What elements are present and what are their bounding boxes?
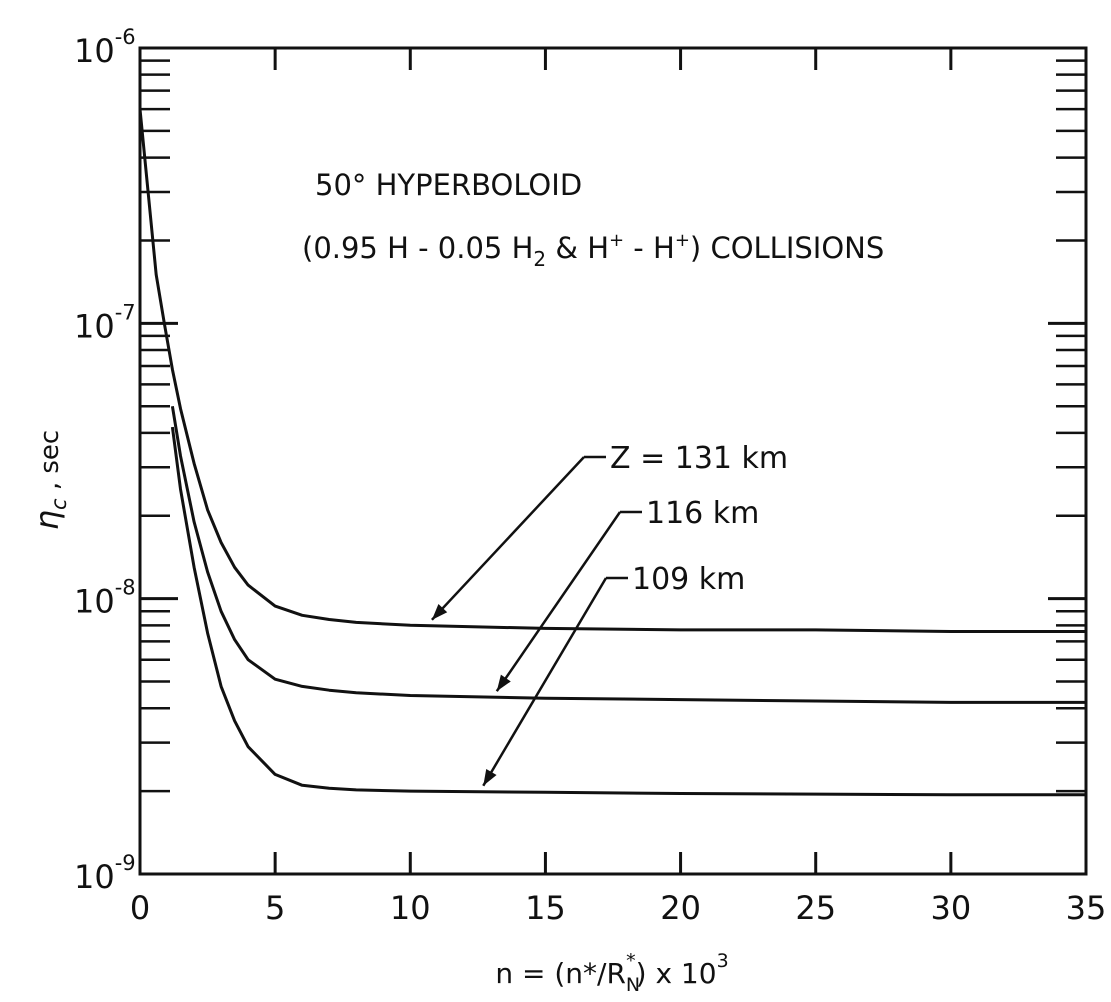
chart-title: 50° HYPERBOLOID: [315, 168, 582, 202]
xlabel-exp: 3: [717, 950, 729, 972]
y-tick-label: 10-8: [74, 576, 136, 621]
x-tick-label: 10: [390, 889, 431, 927]
subtitle-mid1: & H: [546, 231, 609, 265]
series-line-3: [170, 426, 1086, 797]
xlabel-sub: N: [626, 974, 640, 996]
subtitle-sub: 2: [533, 247, 546, 271]
minor-ticks: [140, 59, 1086, 793]
annotation-arrowhead: [496, 674, 511, 692]
annotation-label: 116 km: [646, 496, 759, 531]
subtitle-sup1: +: [609, 230, 624, 251]
series-line-2: [170, 405, 1086, 704]
annotation-arrow-line: [430, 456, 585, 621]
annotation-arrowhead: [483, 768, 497, 786]
subtitle-sup2: +: [675, 230, 690, 251]
subtitle-suffix: ) COLLISIONS: [690, 231, 884, 265]
ylabel-sub: c: [47, 498, 71, 510]
x-tick-label: 25: [795, 889, 836, 927]
subtitle-mid2: - H: [624, 231, 675, 265]
annotation-arrow-line: [482, 577, 608, 787]
annotation-arrow-line: [495, 511, 622, 692]
ylabel-rest: , sec: [35, 430, 65, 499]
annotations-group: Z = 131 km 116 km 109 km: [430, 441, 788, 787]
x-tick-label: 20: [660, 889, 701, 927]
x-tick-label: 35: [1066, 889, 1107, 927]
x-tick-label: 0: [130, 889, 150, 927]
xlabel-b: ) x 10: [636, 957, 717, 990]
series-group: [138, 108, 1086, 797]
plot-frame: [138, 46, 1088, 876]
x-tick-label: 5: [265, 889, 285, 927]
ylabel-eta: η: [28, 510, 66, 530]
y-tick-label: 10-9: [74, 851, 136, 896]
xlabel-sup: *: [626, 950, 636, 972]
series-line-1: [138, 108, 1086, 633]
subtitle-prefix: (0.95 H - 0.05 H: [302, 231, 533, 265]
chart-subtitle: (0.95 H - 0.05 H2 & H+ - H+) COLLISIONS: [302, 230, 884, 271]
annotation-label: Z = 131 km: [610, 441, 788, 476]
y-tick-label: 10-7: [74, 300, 136, 345]
y-ticks: 10-9 10-8 10-7 10-6: [74, 25, 1086, 896]
x-tick-label: 30: [930, 889, 971, 927]
annotation-label: 109 km: [632, 562, 745, 597]
y-axis-label: ηc , sec: [28, 430, 71, 530]
x-ticks: 0 5 10 15 20 25 30 35: [130, 48, 1107, 927]
annotation-arrowhead: [431, 604, 448, 620]
x-axis-label: n = (n*/RN*) x 103: [495, 950, 728, 996]
y-tick-label: 10-6: [74, 25, 136, 70]
xlabel-a: n = (n*/R: [495, 957, 626, 990]
x-tick-label: 15: [525, 889, 566, 927]
